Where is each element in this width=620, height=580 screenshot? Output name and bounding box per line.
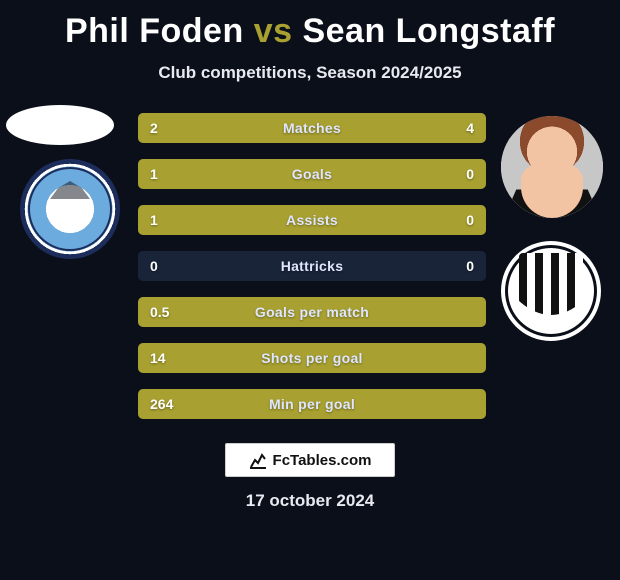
stat-label: Matches xyxy=(138,113,486,143)
stat-value-left: 264 xyxy=(150,389,173,419)
comparison-stage: Matches24Goals10Assists10Hattricks00Goal… xyxy=(0,99,620,579)
player1-avatar xyxy=(6,105,114,145)
stat-label: Goals xyxy=(138,159,486,189)
player2-face-icon xyxy=(501,116,603,218)
stat-value-left: 0 xyxy=(150,251,158,281)
stat-value-right: 0 xyxy=(466,205,474,235)
stat-label: Hattricks xyxy=(138,251,486,281)
stat-label: Goals per match xyxy=(138,297,486,327)
title-player1: Phil Foden xyxy=(65,12,244,50)
stat-value-left: 1 xyxy=(150,159,158,189)
title-player2: Sean Longstaff xyxy=(302,12,555,50)
page-title: Phil Foden vs Sean Longstaff xyxy=(0,0,620,51)
fctables-logo: FcTables.com xyxy=(225,443,395,477)
newcastle-badge-icon xyxy=(501,241,601,341)
title-vs: vs xyxy=(254,12,293,50)
fctables-logo-icon xyxy=(249,451,267,469)
stat-value-right: 0 xyxy=(466,251,474,281)
stat-row: Hattricks0 0 xyxy=(138,251,486,281)
stat-label: Min per goal xyxy=(138,389,486,419)
subtitle: Club competitions, Season 2024/2025 xyxy=(0,63,620,83)
player2-club-badge xyxy=(501,241,601,341)
stat-value-left: 1 xyxy=(150,205,158,235)
stat-row: Shots per goal14 xyxy=(138,343,486,373)
footer-date: 17 october 2024 xyxy=(0,491,620,511)
stat-row: Goals1 0 xyxy=(138,159,486,189)
player1-club-badge xyxy=(20,159,120,259)
stat-value-right: 4 xyxy=(466,113,474,143)
stat-value-right: 0 xyxy=(466,159,474,189)
fctables-logo-text: FcTables.com xyxy=(273,452,372,469)
man-city-badge-icon xyxy=(20,159,120,259)
stat-row: Assists1 0 xyxy=(138,205,486,235)
stat-value-left: 14 xyxy=(150,343,166,373)
player2-avatar xyxy=(501,116,603,218)
stat-row: Matches2 4 xyxy=(138,113,486,143)
stat-row: Min per goal264 xyxy=(138,389,486,419)
stat-value-left: 2 xyxy=(150,113,158,143)
stat-label: Shots per goal xyxy=(138,343,486,373)
stat-row: Goals per match0.5 xyxy=(138,297,486,327)
stat-label: Assists xyxy=(138,205,486,235)
stat-value-left: 0.5 xyxy=(150,297,169,327)
stat-rows: Matches24Goals10Assists10Hattricks00Goal… xyxy=(138,113,486,435)
